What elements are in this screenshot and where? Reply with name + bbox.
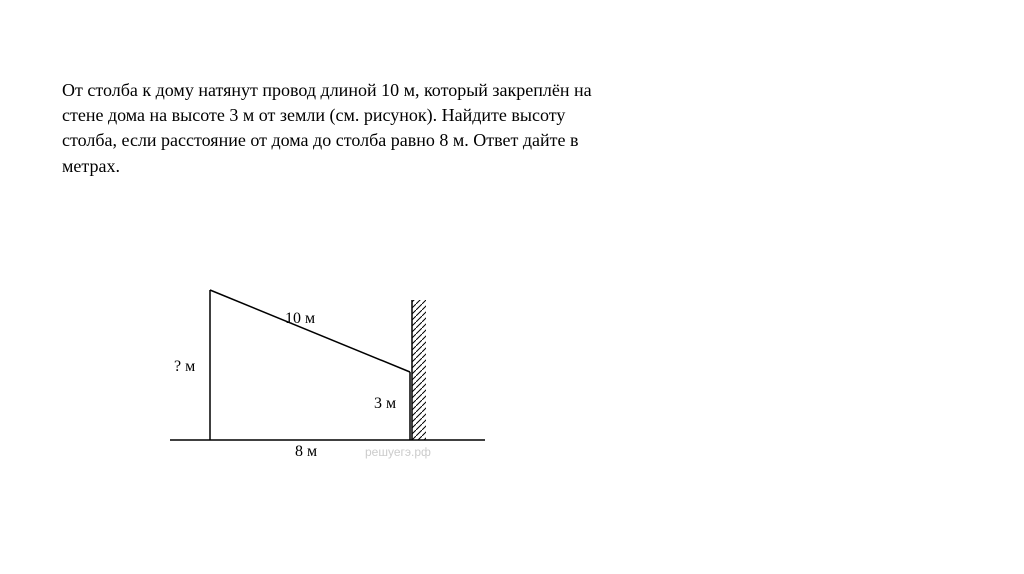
pole-height-label: ? м <box>174 358 195 376</box>
diagram: 10 м ? м 3 м 8 м решуегэ.рф <box>170 280 490 480</box>
watermark: решуегэ.рф <box>365 445 431 459</box>
problem-text: От столба к дому натянут провод длиной 1… <box>62 78 612 179</box>
ground-distance-label: 8 м <box>295 443 317 461</box>
wall-hatch <box>412 300 426 440</box>
wall-height-label: 3 м <box>374 395 396 413</box>
wire-line <box>210 290 410 372</box>
geometry-figure <box>170 280 490 480</box>
wire-length-label: 10 м <box>285 310 315 328</box>
